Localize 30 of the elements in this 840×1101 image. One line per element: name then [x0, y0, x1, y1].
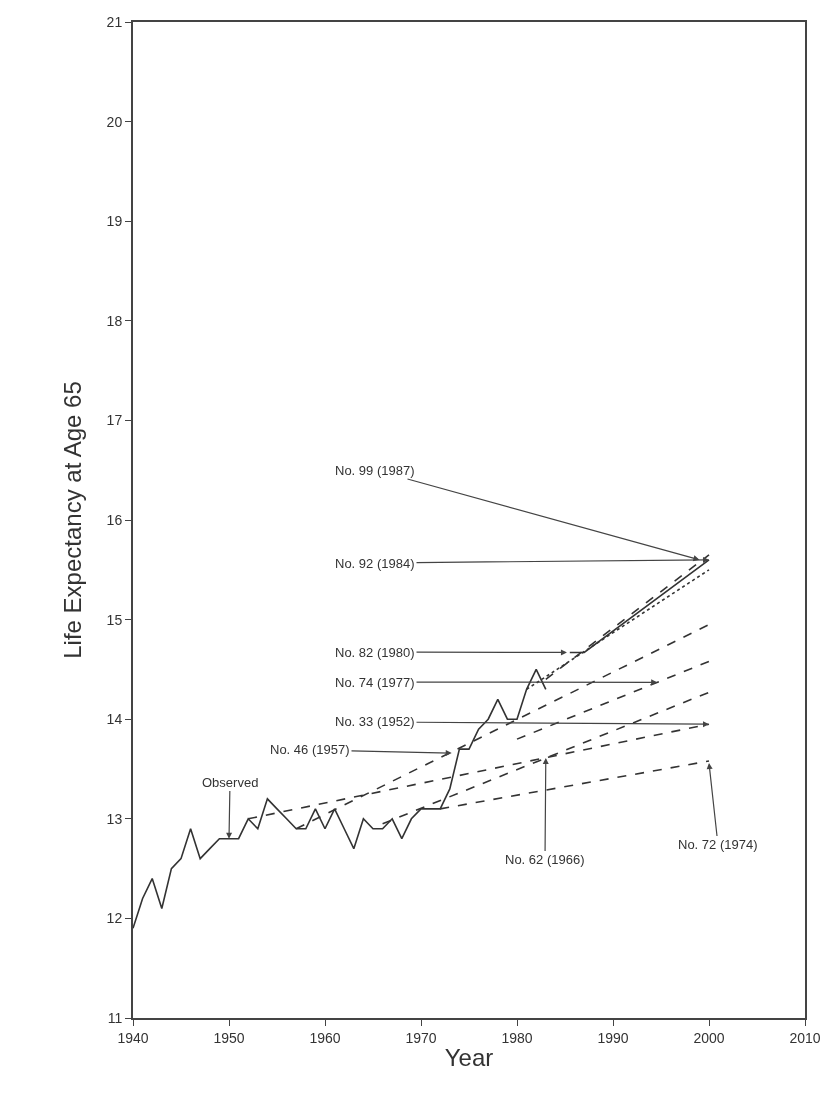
x-tick-label: 1990: [597, 1029, 629, 1046]
annotation: No. 99 (1987): [335, 463, 415, 478]
annotation: No. 74 (1977): [335, 675, 415, 690]
y-tick-label: 15: [106, 611, 123, 628]
x-tick-label: 2000: [693, 1029, 725, 1046]
y-tick-label: 20: [106, 113, 123, 130]
annotation: No. 46 (1957): [270, 742, 350, 757]
annotation: No. 92 (1984): [335, 556, 415, 571]
x-tick-label: 1970: [405, 1029, 437, 1046]
y-tick-label: 21: [106, 13, 123, 30]
y-tick-label: 14: [106, 711, 123, 728]
annotation: No. 72 (1974): [678, 837, 758, 852]
x-tick-label: 1960: [309, 1029, 341, 1046]
x-tick-label: 1940: [117, 1029, 149, 1046]
x-tick-label: 1980: [501, 1029, 533, 1046]
y-axis-title: Life Expectancy at Age 65: [59, 381, 87, 659]
y-tick-label: 12: [106, 910, 123, 927]
x-axis-title: Year: [444, 1043, 494, 1071]
x-tick-label: 1950: [213, 1029, 245, 1046]
y-tick-label: 11: [107, 1009, 123, 1026]
x-tick-label: 2010: [789, 1029, 821, 1046]
annotation: No. 33 (1952): [335, 714, 415, 729]
y-tick-label: 19: [106, 213, 123, 230]
y-tick-label: 16: [106, 511, 123, 528]
y-tick-label: 13: [106, 810, 123, 827]
y-tick-label: 18: [106, 312, 123, 329]
annotation: No. 82 (1980): [335, 645, 415, 660]
annotation: No. 62 (1966): [505, 852, 585, 867]
y-tick-label: 17: [106, 412, 123, 429]
annotation: Observed: [202, 775, 259, 790]
